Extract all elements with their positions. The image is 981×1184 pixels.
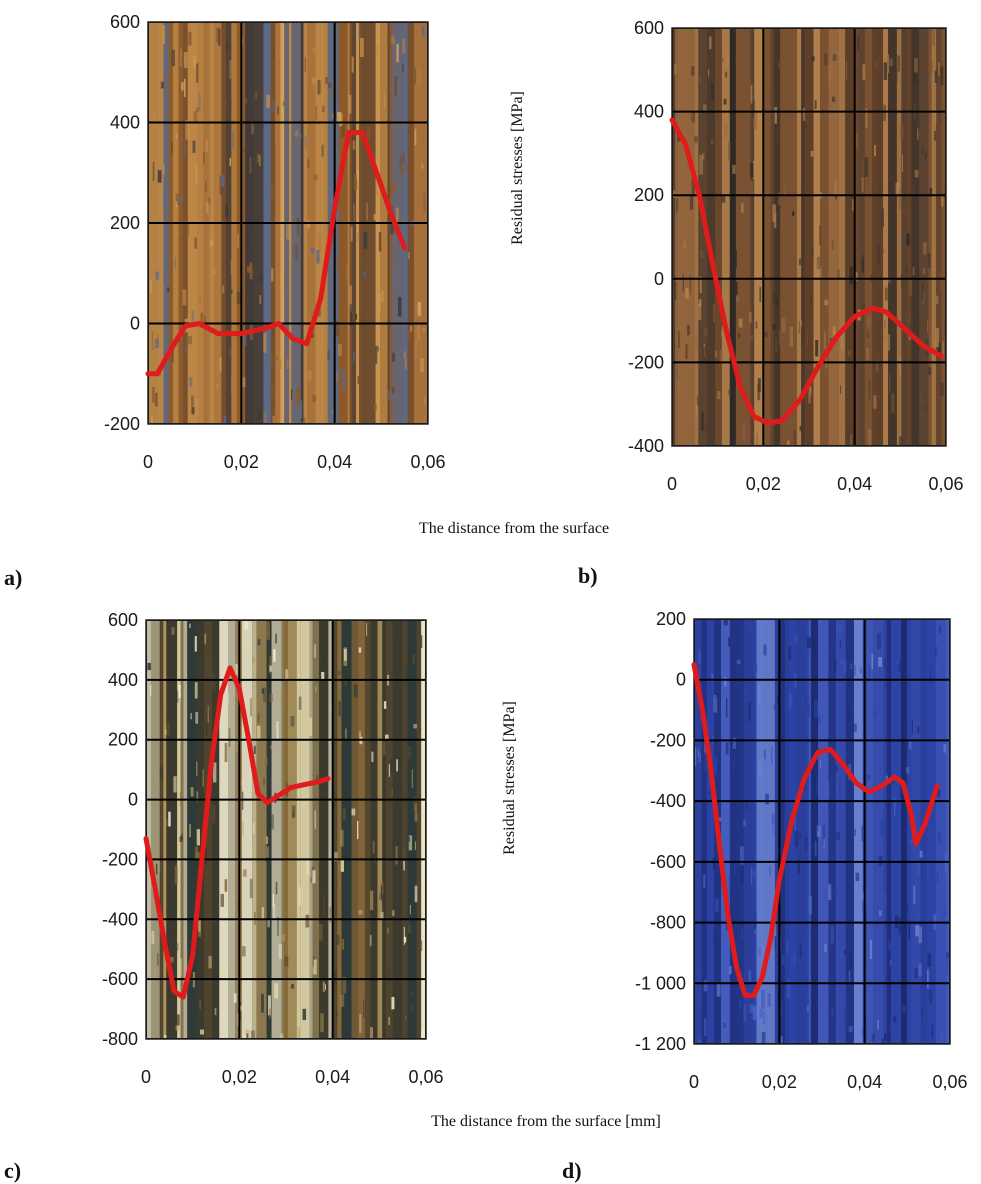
y-tick-label: -200	[650, 730, 686, 750]
y-tick-label: 200	[656, 609, 686, 629]
y-tick-label: -400	[628, 436, 664, 456]
x-tick-label: 0	[143, 452, 153, 472]
photo-background-a	[148, 22, 428, 424]
x-tick-label: 0,06	[410, 452, 445, 472]
y-tick-label: -400	[650, 791, 686, 811]
y-tick-label: -600	[650, 852, 686, 872]
y-tick-label: 0	[128, 790, 138, 810]
plot-frame-b	[671, 27, 947, 447]
x-tick-label: 0,02	[222, 1067, 257, 1087]
photo-background-c	[146, 620, 426, 1039]
x-tick-label: 0,04	[317, 452, 352, 472]
y-tick-label: -600	[102, 969, 138, 989]
gridlines-d	[694, 619, 950, 1044]
stress-curve-d	[691, 662, 940, 998]
stress-curve-c	[143, 665, 331, 1000]
y-tick-label: -200	[628, 352, 664, 372]
x-tick-label: 0,02	[224, 452, 259, 472]
panel-label-a: a)	[4, 565, 22, 590]
x-tick-label: 0	[667, 474, 677, 494]
y-tick-label: 400	[634, 102, 664, 122]
y-axis-label-top: Residual stresses [MPa]	[509, 91, 526, 245]
y-tick-label: -200	[102, 849, 138, 869]
y-tick-label: 600	[634, 18, 664, 38]
y-axis-label-bottom: Residual stresses [MPa]	[501, 701, 518, 855]
x-tick-label: 0,02	[746, 474, 781, 494]
y-tick-label: -200	[104, 414, 140, 434]
y-tick-label: 0	[130, 314, 140, 334]
y-tick-label: -400	[102, 909, 138, 929]
y-tick-label: 0	[654, 269, 664, 289]
x-tick-label: 0,06	[408, 1067, 443, 1087]
plot-frame-d	[693, 618, 951, 1045]
x-tick-label: 0,02	[762, 1072, 797, 1092]
y-tick-label: 400	[108, 670, 138, 690]
y-tick-label: 600	[108, 610, 138, 630]
plot-frame-c	[145, 619, 427, 1040]
y-tick-label: -1 000	[635, 973, 686, 993]
panel-label-c: c)	[4, 1158, 21, 1183]
y-tick-label: -1 200	[635, 1034, 686, 1054]
photo-background-b	[672, 28, 946, 446]
panel-label-b: b)	[578, 563, 598, 588]
shared-x-label-top: The distance from the surface	[419, 520, 609, 537]
y-tick-label: 0	[676, 670, 686, 690]
stress-curve-a	[145, 130, 408, 377]
x-tick-label: 0,06	[928, 474, 963, 494]
x-tick-label: 0	[141, 1067, 151, 1087]
y-tick-label: 200	[110, 213, 140, 233]
y-tick-label: -800	[650, 913, 686, 933]
panel-label-d: d)	[562, 1158, 582, 1183]
shared-x-label-bottom: The distance from the surface [mm]	[431, 1113, 661, 1130]
y-tick-label: -800	[102, 1029, 138, 1049]
y-tick-label: 400	[110, 113, 140, 133]
x-tick-label: 0,04	[847, 1072, 882, 1092]
x-tick-label: 0,06	[932, 1072, 967, 1092]
x-tick-label: 0,04	[315, 1067, 350, 1087]
y-tick-label: 600	[110, 12, 140, 32]
stress-curve-b	[669, 117, 944, 426]
x-tick-label: 0	[689, 1072, 699, 1092]
plot-frame-a	[147, 21, 429, 425]
y-tick-label: 200	[108, 730, 138, 750]
x-tick-label: 0,04	[837, 474, 872, 494]
y-tick-label: 200	[634, 185, 664, 205]
